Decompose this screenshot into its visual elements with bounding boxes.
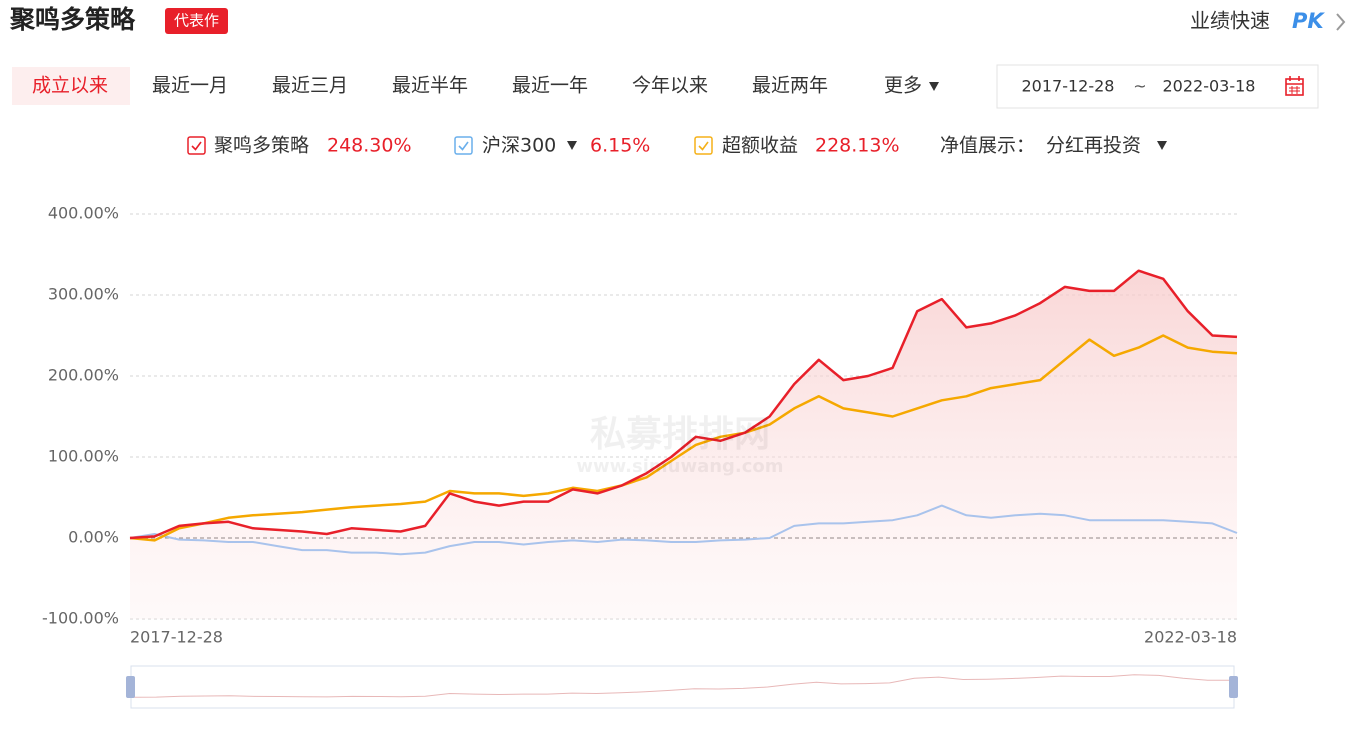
pk-text[interactable]: 业绩快速 bbox=[1190, 9, 1270, 33]
legend-check[interactable] bbox=[191, 141, 202, 151]
legend-checkbox[interactable] bbox=[187, 136, 206, 155]
legend-value: 228.13% bbox=[815, 135, 900, 157]
watermark-name: 私募排排网 bbox=[590, 414, 770, 455]
legend-value: 248.30% bbox=[327, 135, 412, 157]
legend-name[interactable]: 超额收益 bbox=[722, 135, 798, 157]
y-tick-label: 200.00% bbox=[48, 366, 119, 385]
tab[interactable]: 更多 bbox=[884, 75, 922, 97]
area bbox=[130, 270, 1237, 619]
more-caret[interactable] bbox=[929, 82, 939, 91]
zoom-preview bbox=[131, 674, 1233, 698]
line bbox=[129, 504, 1238, 556]
date-end[interactable]: 2022-03-18 bbox=[1163, 77, 1256, 96]
legend-checkbox[interactable] bbox=[454, 136, 473, 155]
watermark-url: www.simuwang.com bbox=[576, 456, 783, 477]
y-tick-label: 400.00% bbox=[48, 204, 119, 223]
legend: 聚鸣多策略 248.30% 沪深300 6.15% 超额收益 228.13% bbox=[187, 135, 900, 157]
badge: 代表作 bbox=[174, 12, 219, 30]
display-value[interactable]: 分红再投资 bbox=[1046, 135, 1141, 157]
tab[interactable]: 今年以来 bbox=[632, 75, 708, 97]
zoom-handle-left[interactable] bbox=[126, 676, 135, 698]
tabs: 成立以来 最近一月 最近三月 最近半年 最近一年 今年以来 最近两年 更多 bbox=[32, 75, 939, 97]
y-tick-label: 100.00% bbox=[48, 447, 119, 466]
pk-arrow[interactable] bbox=[1336, 13, 1346, 31]
tab[interactable]: 最近三月 bbox=[272, 75, 348, 97]
x-tick-label: 2022-03-18 bbox=[1144, 628, 1237, 647]
legend-name[interactable]: 沪深300 bbox=[482, 135, 556, 157]
y-tick-label: 0.00% bbox=[68, 528, 119, 547]
date-box[interactable] bbox=[996, 64, 1319, 109]
legend-caret[interactable] bbox=[567, 141, 577, 150]
calendar-icon[interactable] bbox=[1285, 76, 1304, 96]
pk-label[interactable]: PK bbox=[1292, 9, 1325, 33]
tab[interactable]: 最近两年 bbox=[752, 75, 828, 97]
tab[interactable]: 最近半年 bbox=[392, 75, 468, 97]
line bbox=[129, 269, 1238, 540]
tab[interactable]: 成立以来 bbox=[32, 75, 108, 97]
x-tick-label: 2017-12-28 bbox=[130, 628, 223, 647]
fund-title: 聚鸣多策略 bbox=[9, 5, 136, 34]
display-label: 净值展示： bbox=[940, 135, 1035, 157]
legend-check[interactable] bbox=[458, 141, 469, 151]
legend-check[interactable] bbox=[698, 141, 709, 151]
date-sep: ~ bbox=[1133, 77, 1146, 96]
plot: -100.00% 0.00% 100.00% 200.00% 300.00% 400.00… bbox=[42, 204, 1238, 647]
badge-bg bbox=[165, 8, 228, 34]
legend-checkbox[interactable] bbox=[694, 136, 713, 155]
zoom-slider[interactable] bbox=[130, 665, 1235, 709]
tab[interactable]: 最近一月 bbox=[152, 75, 228, 97]
legend-value: 6.15% bbox=[590, 135, 650, 157]
legend-name[interactable]: 聚鸣多策略 bbox=[214, 135, 309, 157]
zoom-line bbox=[131, 674, 1233, 698]
y-tick-label: 300.00% bbox=[48, 285, 119, 304]
display-caret[interactable] bbox=[1157, 141, 1167, 150]
y-tick-label: -100.00% bbox=[42, 609, 119, 628]
date-start[interactable]: 2017-12-28 bbox=[1022, 77, 1115, 96]
tab[interactable]: 最近一年 bbox=[512, 75, 588, 97]
active-tab-bg bbox=[12, 67, 130, 105]
zoom-handle-right[interactable] bbox=[1229, 676, 1238, 698]
line bbox=[129, 334, 1238, 542]
